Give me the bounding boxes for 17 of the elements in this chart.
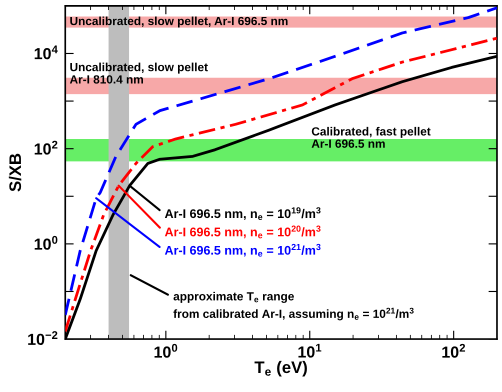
text: Ar-I 696.5 nm, n$_{e}$ = 10$^{20}$/m$^{3}$ <box>164 226 321 238</box>
x-tick-label: 10$^{1}$ <box>298 344 322 358</box>
y-tick-label: 10$^{4}$ <box>34 46 58 60</box>
x-tick-label: 10$^{0}$ <box>154 344 178 358</box>
band-label: Calibrated, fast pellet Ar-I 696.5 nm <box>312 126 431 148</box>
y-tick-label: 10$^{−2}$ <box>28 331 58 345</box>
annotation: from calibrated Ar-I, assuming n$_{e}$ = 10$^{21}$/m$^{3}$ <box>173 308 414 320</box>
x-tick-label: 10$^{2}$ <box>442 344 466 358</box>
y-tick-label: 10$^{2}$ <box>34 140 58 155</box>
y-axis-title: S/XB <box>8 154 22 192</box>
text: Ar-I 696.5 nm, n$_{e}$ = 10$^{21}$/m$^{3}$ <box>164 244 321 257</box>
band-label: Uncalibrated, slow pellet Ar-I 810.4 nm <box>70 62 208 84</box>
y-tick-label: 10$^{0}$ <box>34 236 58 250</box>
annotation: approximate T$_{e}$ range <box>174 292 294 303</box>
band-label: Uncalibrated, slow pellet, Ar-I 696.5 nm <box>70 16 288 28</box>
text: Ar-I 696.5 nm, n$_{e}$ = 10$^{19}$/m$^{3}$ <box>164 207 321 220</box>
x-axis-title: T$_{e}$ (eV) <box>254 360 307 376</box>
